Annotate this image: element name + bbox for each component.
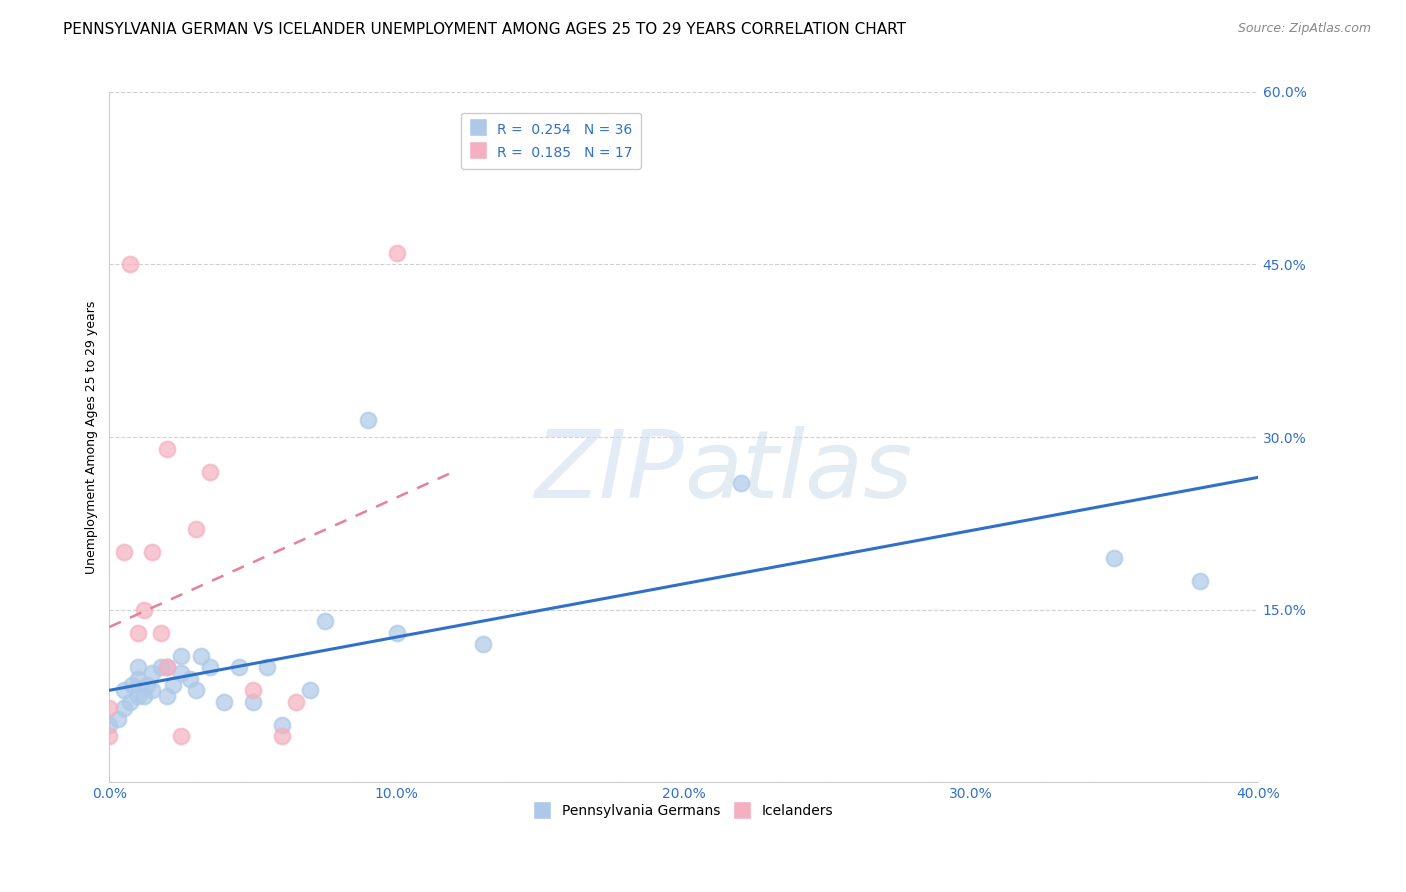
- Point: [112, 700, 135, 714]
- Point: [121, 677, 143, 691]
- Point: [299, 683, 322, 698]
- Point: [127, 689, 149, 703]
- Point: [118, 695, 141, 709]
- Point: [270, 718, 292, 732]
- Point: [179, 672, 201, 686]
- Point: [98, 718, 121, 732]
- Point: [1104, 550, 1126, 565]
- Point: [357, 413, 380, 427]
- Point: [184, 683, 207, 698]
- Point: [112, 545, 135, 559]
- Point: [314, 614, 336, 628]
- Point: [107, 712, 129, 726]
- Point: [471, 637, 494, 651]
- Point: [228, 660, 250, 674]
- Point: [127, 625, 149, 640]
- Point: [118, 258, 141, 272]
- Point: [150, 625, 173, 640]
- Point: [98, 729, 121, 743]
- Point: [242, 695, 264, 709]
- Point: [135, 677, 157, 691]
- Point: [198, 465, 221, 479]
- Point: [132, 689, 155, 703]
- Point: [156, 442, 179, 456]
- Point: [141, 666, 163, 681]
- Text: atlas: atlas: [683, 426, 912, 517]
- Point: [112, 683, 135, 698]
- Point: [256, 660, 278, 674]
- Point: [198, 660, 221, 674]
- Point: [156, 689, 179, 703]
- Point: [190, 648, 212, 663]
- Point: [170, 729, 193, 743]
- Point: [1189, 574, 1212, 588]
- Legend: Pennsylvania Germans, Icelanders: Pennsylvania Germans, Icelanders: [529, 798, 839, 823]
- Point: [127, 672, 149, 686]
- Point: [270, 729, 292, 743]
- Point: [141, 545, 163, 559]
- Point: [162, 677, 184, 691]
- Point: [156, 660, 179, 674]
- Text: PENNSYLVANIA GERMAN VS ICELANDER UNEMPLOYMENT AMONG AGES 25 TO 29 YEARS CORRELAT: PENNSYLVANIA GERMAN VS ICELANDER UNEMPLO…: [63, 22, 907, 37]
- Point: [141, 683, 163, 698]
- Point: [156, 660, 179, 674]
- Point: [170, 648, 193, 663]
- Point: [385, 625, 408, 640]
- Point: [150, 660, 173, 674]
- Y-axis label: Unemployment Among Ages 25 to 29 years: Unemployment Among Ages 25 to 29 years: [86, 301, 98, 574]
- Point: [730, 476, 752, 491]
- Point: [285, 695, 308, 709]
- Text: ZIP: ZIP: [534, 426, 683, 517]
- Point: [132, 603, 155, 617]
- Point: [98, 700, 121, 714]
- Point: [385, 246, 408, 260]
- Point: [184, 522, 207, 536]
- Text: Source: ZipAtlas.com: Source: ZipAtlas.com: [1237, 22, 1371, 36]
- Point: [127, 660, 149, 674]
- Point: [214, 695, 236, 709]
- Point: [242, 683, 264, 698]
- Point: [170, 666, 193, 681]
